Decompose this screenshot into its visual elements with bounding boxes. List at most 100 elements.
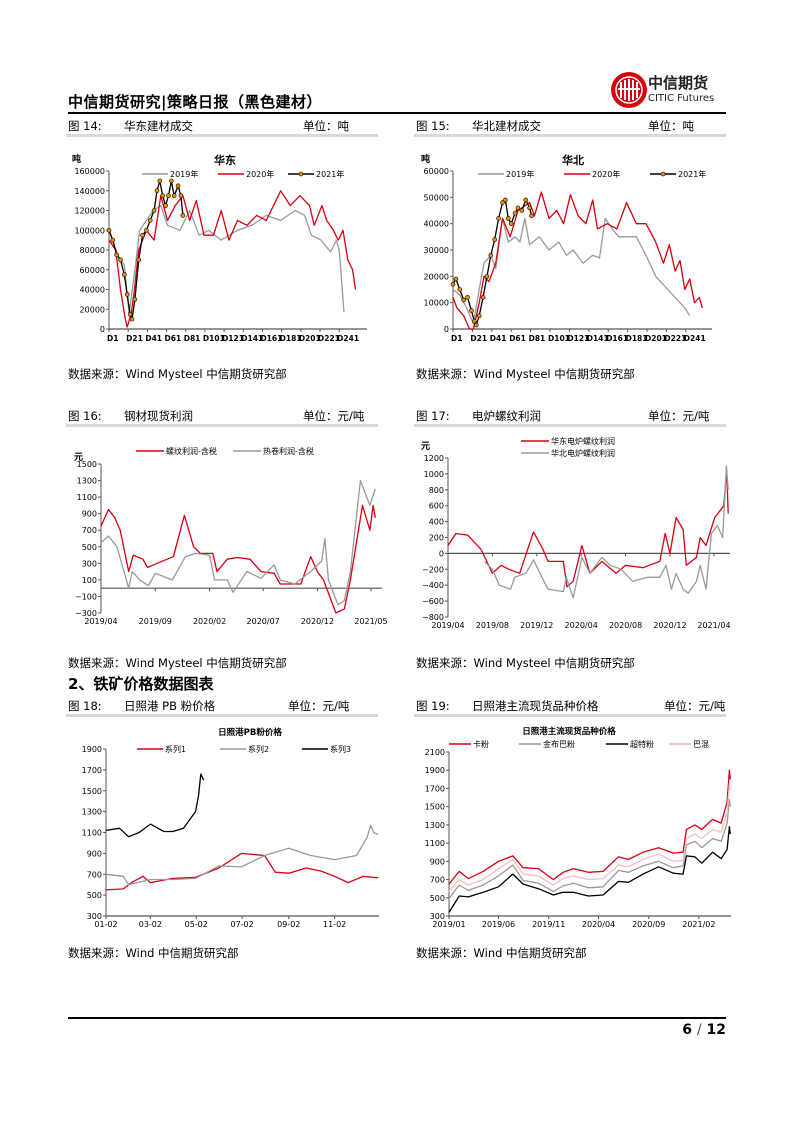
- series-line-2: [448, 798, 731, 900]
- legend-label: 巴混: [693, 740, 709, 749]
- legend-label: 系列2: [248, 744, 269, 754]
- y-tick-label: 60000: [424, 167, 449, 176]
- legend-label: 2021年: [316, 169, 344, 179]
- figure-unit: 单位：吨: [648, 119, 694, 133]
- legend-label: 系列1: [165, 744, 186, 754]
- series-marker: [157, 178, 163, 184]
- series-marker: [508, 221, 514, 226]
- x-tick-label: 2021/04: [697, 621, 730, 630]
- x-tick-label: 2019/11: [532, 920, 565, 929]
- series-marker: [457, 287, 463, 292]
- figure-number: 图 18:: [68, 699, 102, 713]
- figure-number: 图 19:: [416, 699, 450, 713]
- series-marker: [488, 252, 494, 258]
- x-tick-label: 2020/09: [632, 920, 665, 929]
- series-marker: [465, 295, 470, 300]
- chart-title: 日照港主流现货品种价格: [522, 726, 616, 737]
- x-tick-label: D221: [664, 334, 686, 343]
- figure-number: 图 17:: [416, 409, 450, 423]
- series-line-1: [108, 204, 345, 315]
- y-tick-label: 500: [82, 543, 97, 552]
- series-marker: [476, 313, 482, 319]
- caption-underline: [414, 134, 726, 137]
- page-current: 6: [682, 1022, 693, 1038]
- y-tick-label: 0: [439, 549, 444, 558]
- series-line-2: [105, 824, 379, 886]
- x-tick-label: D141: [587, 334, 609, 343]
- series-marker: [461, 297, 466, 303]
- caption-underline: [66, 134, 378, 137]
- x-tick-label: 2020/12: [653, 621, 686, 630]
- series-marker: [496, 216, 501, 221]
- x-tick-label: 09-02: [277, 920, 300, 929]
- series-line-3: [105, 773, 205, 838]
- y-tick-label: −300: [75, 609, 97, 618]
- legend-label: 热卷利润-含税: [263, 446, 314, 456]
- figure-caption: 图 15: 华北建材成交 单位：吨: [416, 118, 726, 134]
- series-marker: [132, 297, 138, 302]
- x-tick-label: D141: [241, 334, 263, 343]
- series-line-2: [108, 190, 357, 328]
- figure-number: 图 15:: [416, 119, 450, 133]
- y-tick-label: 1900: [425, 766, 445, 775]
- legend-label: 华东电炉螺纹利润: [551, 436, 615, 446]
- caption-underline: [414, 424, 726, 427]
- y-tick-label: −600: [422, 597, 444, 606]
- chart-title: 日照港PB粉价格: [218, 727, 282, 738]
- figure-caption: 图 14: 华东建材成交 单位：吨: [68, 118, 378, 134]
- figure-title: 华北建材成交: [472, 119, 541, 133]
- legend-label: 螺纹利润-含税: [166, 446, 217, 456]
- x-tick-label: D241: [684, 334, 706, 343]
- series-marker: [175, 183, 181, 189]
- x-tick-label: D21: [470, 334, 487, 343]
- x-tick-label: 2020/08: [609, 621, 642, 630]
- y-tick-label: 700: [430, 876, 445, 885]
- figure-source: 数据来源：Wind Mysteel 中信期货研究部: [68, 656, 287, 670]
- series-line-3: [448, 826, 731, 913]
- legend-label: 2021年: [678, 169, 706, 179]
- legend-label: 2020年: [592, 169, 620, 179]
- report-title: 中信期货研究|策略日报（黑色建材）: [68, 93, 322, 111]
- series-marker: [503, 197, 508, 203]
- y-tick-label: 1100: [82, 829, 102, 838]
- x-tick-label: 07-02: [230, 920, 253, 929]
- logo-text-cn: 中信期货: [648, 74, 709, 92]
- series-marker: [171, 193, 177, 198]
- figure-title: 电炉螺纹利润: [472, 409, 541, 423]
- legend-label: 卡粉: [473, 739, 489, 749]
- y-tick-label: 700: [87, 870, 102, 879]
- x-tick-label: D181: [280, 334, 302, 343]
- x-tick-label: 2020/07: [247, 617, 280, 626]
- x-tick-label: D21: [126, 334, 143, 343]
- series-marker: [151, 208, 157, 213]
- series-marker: [140, 232, 145, 238]
- x-tick-label: D1: [107, 334, 118, 343]
- series-marker: [453, 276, 459, 282]
- x-tick-label: 2019/01: [432, 920, 465, 929]
- caption-underline: [66, 424, 378, 427]
- figure-unit: 单位：元/吨: [303, 409, 365, 423]
- x-tick-label: 2019/06: [482, 920, 515, 929]
- series-marker: [118, 257, 123, 263]
- y-tick-label: 30000: [424, 246, 449, 255]
- chart-18: 300 500 700 900 1100 1300 1500 1700 1900 01-02 03-…: [82, 727, 379, 929]
- series-line-3: [452, 199, 533, 326]
- citic-logo: [610, 71, 725, 109]
- y-tick-label: 120000: [74, 207, 105, 216]
- page-total: 12: [706, 1022, 726, 1038]
- y-tick-label: 20000: [80, 305, 105, 314]
- series-marker: [163, 203, 168, 208]
- legend-label: 超特粉: [630, 739, 654, 749]
- series-marker: [500, 200, 505, 205]
- y-tick-label: 400: [429, 518, 444, 527]
- series-line-2: [100, 479, 376, 606]
- series-marker: [450, 281, 456, 287]
- y-tick-label: 800: [429, 486, 444, 495]
- page-number: 6 / 12: [650, 1022, 726, 1038]
- figure-source: 数据来源：Wind Mysteel 中信期货研究部: [416, 656, 635, 670]
- series-marker: [472, 318, 477, 324]
- x-tick-label: 03-02: [139, 920, 162, 929]
- y-tick-label: 100: [82, 576, 97, 585]
- figure-title: 日照港 PB 粉价格: [124, 699, 216, 713]
- x-tick-label: D41: [145, 334, 162, 343]
